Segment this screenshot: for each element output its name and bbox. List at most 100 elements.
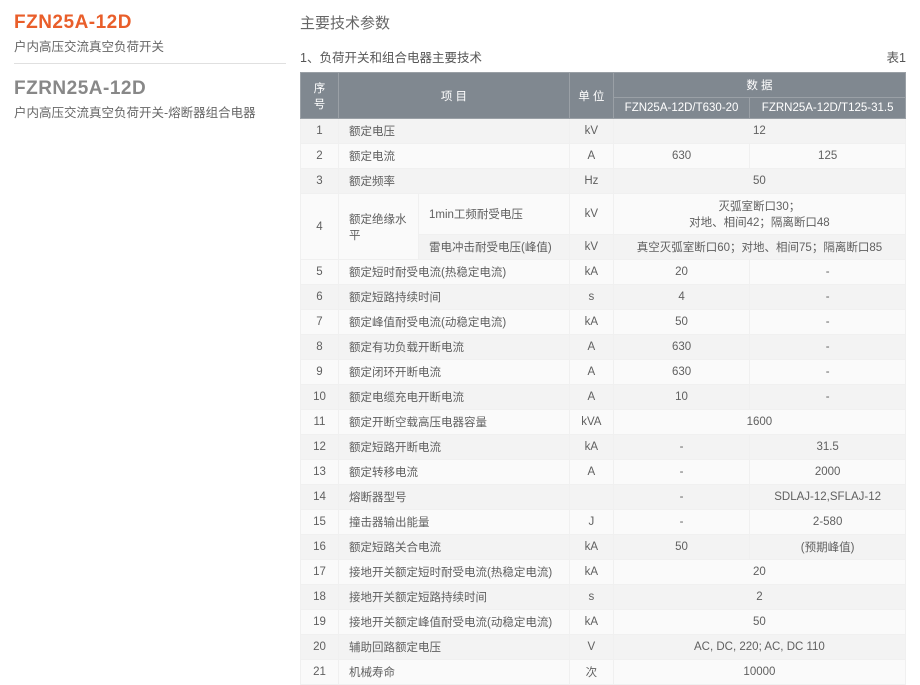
c: -	[613, 510, 749, 535]
c: 撞击器输出能量	[339, 510, 570, 535]
c: -	[613, 485, 749, 510]
product1-subtitle: 户内高压交流真空负荷开关	[14, 34, 286, 64]
table-row: 2 额定电流 A 630 125	[301, 144, 906, 169]
c: A	[569, 144, 613, 169]
c: 630	[613, 360, 749, 385]
table-row: 7 额定峰值耐受电流(动稳定电流) kA 50 -	[301, 310, 906, 335]
c: 次	[569, 660, 613, 685]
c: kA	[569, 535, 613, 560]
c: 7	[301, 310, 339, 335]
c: 3	[301, 169, 339, 194]
c: 额定闭环开断电流	[339, 360, 570, 385]
c: -	[750, 385, 906, 410]
section-title: 主要技术参数	[300, 12, 906, 33]
c: 10	[613, 385, 749, 410]
table-row: 9 额定闭环开断电流 A 630 -	[301, 360, 906, 385]
table-row: 19 接地开关额定峰值耐受电流(动稳定电流) kA 50	[301, 610, 906, 635]
c: -	[750, 360, 906, 385]
c: 5	[301, 260, 339, 285]
c: 4	[613, 285, 749, 310]
c: 接地开关额定短路持续时间	[339, 585, 570, 610]
c: -	[750, 310, 906, 335]
c: 额定短路关合电流	[339, 535, 570, 560]
c: 额定频率	[339, 169, 570, 194]
c: 真空灭弧室断口60；对地、相间75；隔离断口85	[613, 235, 905, 260]
c: 1	[301, 119, 339, 144]
c: 2-580	[750, 510, 906, 535]
c: kA	[569, 435, 613, 460]
subsection-row: 1、负荷开关和组合电器主要技术 表1	[300, 47, 906, 66]
th-item: 项 目	[339, 73, 570, 119]
c: 9	[301, 360, 339, 385]
c: 1600	[613, 410, 905, 435]
c: 额定绝缘水平	[339, 194, 419, 260]
c: 13	[301, 460, 339, 485]
c: 接地开关额定短时耐受电流(热稳定电流)	[339, 560, 570, 585]
c: 14	[301, 485, 339, 510]
c: 20	[613, 260, 749, 285]
c: 10	[301, 385, 339, 410]
table-row: 11 额定开断空载高压电器容量 kVA 1600	[301, 410, 906, 435]
c: 额定有功负载开断电流	[339, 335, 570, 360]
c: -	[613, 460, 749, 485]
c: 辅助回路额定电压	[339, 635, 570, 660]
c: kA	[569, 310, 613, 335]
c: 18	[301, 585, 339, 610]
c: -	[613, 435, 749, 460]
product1-title: FZN25A-12D	[14, 12, 286, 34]
c: 2000	[750, 460, 906, 485]
c: 630	[613, 144, 749, 169]
c: 灭弧室断口30； 对地、相间42；隔离断口48	[613, 194, 905, 235]
c: s	[569, 285, 613, 310]
table-row: 12 额定短路开断电流 kA - 31.5	[301, 435, 906, 460]
c: 17	[301, 560, 339, 585]
table-row: 15 撞击器输出能量 J - 2-580	[301, 510, 906, 535]
table-row: 1 额定电压 kV 12	[301, 119, 906, 144]
c: Hz	[569, 169, 613, 194]
table-row: 16 额定短路关合电流 kA 50 (预期峰值)	[301, 535, 906, 560]
table-row: 14 熔断器型号 - SDLAJ-12,SFLAJ-12	[301, 485, 906, 510]
c: 8	[301, 335, 339, 360]
spec-table: 序 号 项 目 单 位 数 据 FZN25A-12D/T630-20 FZRN2…	[300, 72, 906, 685]
c: 20	[301, 635, 339, 660]
c: 12	[613, 119, 905, 144]
c: -	[750, 335, 906, 360]
c: -	[750, 285, 906, 310]
c: 19	[301, 610, 339, 635]
c: kV	[569, 194, 613, 235]
table-head-row1: 序 号 项 目 单 位 数 据	[301, 73, 906, 98]
c: 4	[301, 194, 339, 260]
c: kA	[569, 560, 613, 585]
c: 额定转移电流	[339, 460, 570, 485]
c: 额定短路持续时间	[339, 285, 570, 310]
c: 额定短时耐受电流(热稳定电流)	[339, 260, 570, 285]
c: 额定开断空载高压电器容量	[339, 410, 570, 435]
table-row: 6 额定短路持续时间 s 4 -	[301, 285, 906, 310]
c: 50	[613, 169, 905, 194]
c: kVA	[569, 410, 613, 435]
c: 2	[301, 144, 339, 169]
c: SDLAJ-12,SFLAJ-12	[750, 485, 906, 510]
left-panel: FZN25A-12D 户内高压交流真空负荷开关 FZRN25A-12D 户内高压…	[0, 0, 300, 666]
c: 额定峰值耐受电流(动稳定电流)	[339, 310, 570, 335]
c: -	[750, 260, 906, 285]
c: 16	[301, 535, 339, 560]
c: 15	[301, 510, 339, 535]
c: 接地开关额定峰值耐受电流(动稳定电流)	[339, 610, 570, 635]
th-data: 数 据	[613, 73, 905, 98]
c: V	[569, 635, 613, 660]
c: 50	[613, 610, 905, 635]
c: kV	[569, 235, 613, 260]
th-unit: 单 位	[569, 73, 613, 119]
c: 6	[301, 285, 339, 310]
subsection-left: 1、负荷开关和组合电器主要技术	[300, 47, 482, 66]
c: 630	[613, 335, 749, 360]
c: 额定电压	[339, 119, 570, 144]
table-row: 8 额定有功负载开断电流 A 630 -	[301, 335, 906, 360]
c: A	[569, 360, 613, 385]
c: 机械寿命	[339, 660, 570, 685]
product2-subtitle: 户内高压交流真空负荷开关-熔断器组合电器	[14, 100, 286, 129]
c: 50	[613, 310, 749, 335]
c: 10000	[613, 660, 905, 685]
th-d1: FZN25A-12D/T630-20	[613, 98, 749, 119]
